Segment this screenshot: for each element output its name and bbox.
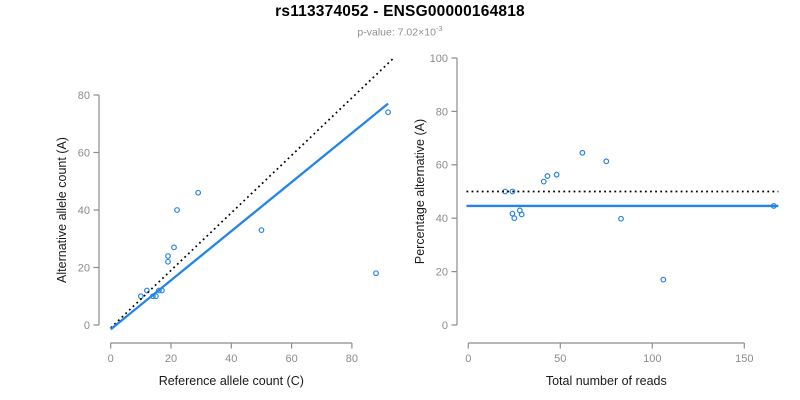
pvalue-text: p-value: 7.02×10 — [357, 26, 436, 39]
data-point — [660, 276, 667, 283]
x-axis-title: Reference allele count (C) — [159, 374, 304, 388]
data-point — [540, 178, 547, 185]
data-point — [385, 109, 391, 116]
data-point — [511, 215, 518, 222]
data-point — [373, 270, 379, 277]
data-point — [603, 158, 610, 165]
y-axis-title: Alternative allele count (A) — [55, 137, 69, 283]
pvalue-exponent: -3 — [435, 24, 443, 33]
data-point — [579, 149, 586, 156]
x-axis-title: Total number of reads — [546, 374, 667, 388]
data-point — [165, 253, 171, 259]
x-tick-label: 0 — [465, 353, 471, 365]
page-title: rs113374052 - ENSG00000164818 — [275, 3, 525, 20]
data-point — [618, 215, 624, 222]
x-tick-label: 0 — [108, 353, 114, 365]
plot-percentage-vs-reads: 0 20 40 60 80 100 0 50 100 150 Total number of rea… — [413, 53, 779, 388]
pvalue-subtitle: p-value: 7.02×10-3 — [0, 24, 800, 39]
data-point — [518, 211, 525, 218]
y-tick-label: 20 — [436, 266, 448, 278]
data-point — [509, 188, 516, 195]
y-tick-label: 60 — [436, 160, 448, 172]
data-point — [544, 173, 551, 179]
regression-line — [109, 102, 389, 331]
x-tick-label: 100 — [643, 353, 661, 365]
data-point — [137, 293, 144, 300]
data-point — [165, 258, 171, 265]
x-tick-label: 80 — [346, 353, 358, 365]
data-point — [509, 210, 516, 217]
data-point — [553, 171, 560, 178]
data-point — [143, 287, 150, 294]
y-tick-label: 40 — [78, 205, 90, 217]
y-tick-label: 100 — [430, 53, 448, 65]
plot-allele-counts: 0 20 40 60 80 0 20 40 60 80 Reference allele count… — [55, 57, 395, 388]
data-point — [258, 227, 265, 234]
y-tick-label: 0 — [84, 320, 90, 332]
x-tick-label: 50 — [554, 353, 566, 365]
y-tick-label: 40 — [436, 213, 448, 225]
y-tick-label: 80 — [78, 90, 90, 102]
y-tick-label: 60 — [78, 147, 90, 159]
y-tick-label: 20 — [78, 262, 90, 274]
identity-line — [110, 57, 395, 329]
y-axis-title: Percentage alternative (A) — [413, 119, 427, 264]
data-point — [174, 207, 180, 213]
x-tick-label: 20 — [165, 353, 177, 365]
y-tick-label: 0 — [442, 320, 448, 332]
y-tick-label: 80 — [436, 106, 448, 118]
x-tick-label: 60 — [285, 353, 297, 365]
data-point — [171, 244, 177, 251]
data-point — [195, 189, 202, 196]
x-tick-label: 150 — [735, 353, 753, 365]
x-tick-label: 40 — [225, 353, 237, 365]
